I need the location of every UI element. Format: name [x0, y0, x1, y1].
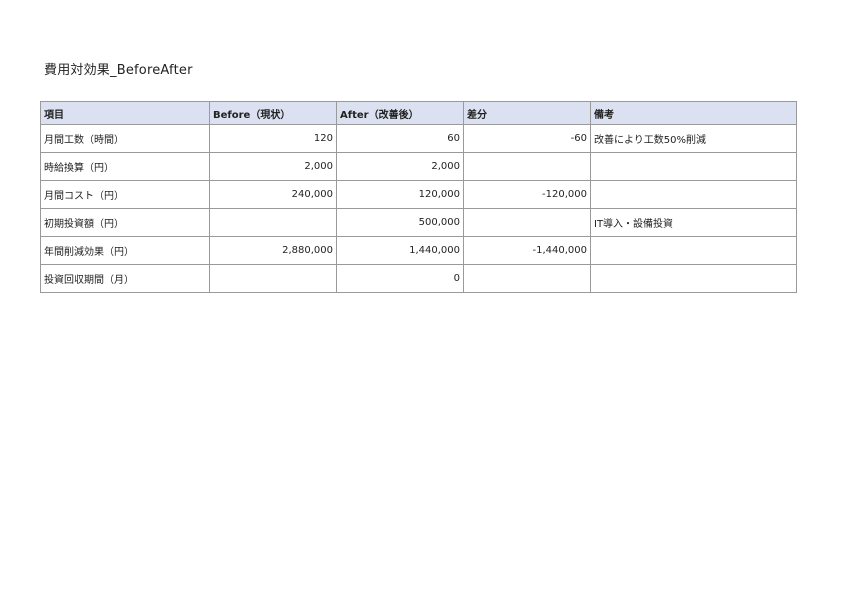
table-row: 年間削減効果（円） 2,880,000 1,440,000 -1,440,000: [40, 236, 797, 265]
cell-after[interactable]: 0: [336, 264, 464, 293]
cell-item[interactable]: 月間コスト（円）: [40, 180, 210, 209]
column-header-item[interactable]: 項目: [40, 101, 210, 125]
cell-note[interactable]: [590, 236, 797, 265]
header-row: 項目 Before（現状） After（改善後） 差分 備考: [40, 101, 797, 125]
cell-after[interactable]: 120,000: [336, 180, 464, 209]
cell-after[interactable]: 1,440,000: [336, 236, 464, 265]
cell-before[interactable]: 2,000: [209, 152, 337, 181]
cell-before[interactable]: 120: [209, 124, 337, 153]
cost-effect-table: 項目 Before（現状） After（改善後） 差分 備考 月間工数（時間） 120 60…: [40, 101, 797, 293]
cell-diff[interactable]: [463, 264, 591, 293]
cell-before[interactable]: 2,880,000: [209, 236, 337, 265]
column-header-note[interactable]: 備考: [590, 101, 797, 125]
cell-after[interactable]: 2,000: [336, 152, 464, 181]
table-row: 時給換算（円） 2,000 2,000: [40, 152, 797, 181]
cell-item[interactable]: 年間削減効果（円）: [40, 236, 210, 265]
cell-item[interactable]: 初期投資額（円）: [40, 208, 210, 237]
table-row: 月間コスト（円） 240,000 120,000 -120,000: [40, 180, 797, 209]
cell-diff[interactable]: -60: [463, 124, 591, 153]
cell-after[interactable]: 60: [336, 124, 464, 153]
cell-note[interactable]: [590, 264, 797, 293]
table-row: 投資回収期間（月） 0: [40, 264, 797, 293]
cell-before[interactable]: [209, 208, 337, 237]
cell-item[interactable]: 時給換算（円）: [40, 152, 210, 181]
cell-before[interactable]: 240,000: [209, 180, 337, 209]
cell-after[interactable]: 500,000: [336, 208, 464, 237]
table-row: 初期投資額（円） 500,000 IT導入・設備投資: [40, 208, 797, 237]
sheet-title: 費用対効果_BeforeAfter: [44, 63, 193, 78]
cell-diff[interactable]: -120,000: [463, 180, 591, 209]
cell-item[interactable]: 月間工数（時間）: [40, 124, 210, 153]
cell-diff[interactable]: [463, 208, 591, 237]
cell-diff[interactable]: -1,440,000: [463, 236, 591, 265]
column-header-before[interactable]: Before（現状）: [209, 101, 337, 125]
column-header-diff[interactable]: 差分: [463, 101, 591, 125]
column-header-after[interactable]: After（改善後）: [336, 101, 464, 125]
cell-diff[interactable]: [463, 152, 591, 181]
cell-before[interactable]: [209, 264, 337, 293]
table-row: 月間工数（時間） 120 60 -60 改善により工数50%削減: [40, 124, 797, 153]
cell-note[interactable]: [590, 180, 797, 209]
cell-note[interactable]: IT導入・設備投資: [590, 208, 797, 237]
cell-note[interactable]: 改善により工数50%削減: [590, 124, 797, 153]
cell-item[interactable]: 投資回収期間（月）: [40, 264, 210, 293]
cell-note[interactable]: [590, 152, 797, 181]
